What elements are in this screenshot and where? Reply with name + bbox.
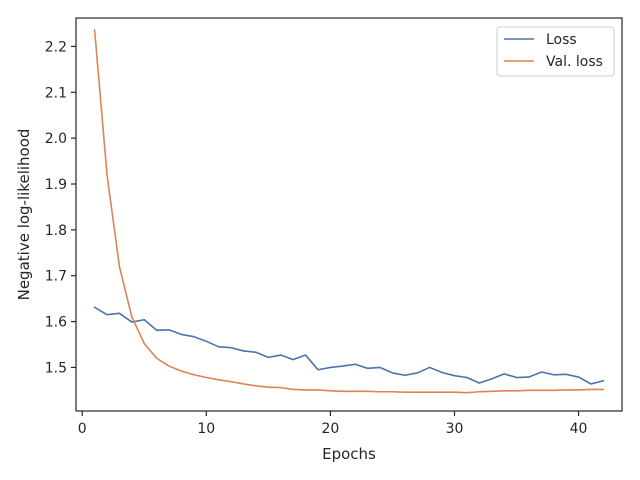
x-axis-label: Epochs [322,445,376,463]
x-tick-label: 40 [570,421,588,437]
plot-background [76,18,622,411]
x-tick-label: 0 [78,421,87,437]
y-tick-label: 2.1 [45,85,67,101]
y-tick-label: 1.9 [45,177,67,193]
y-tick-label: 2.2 [45,39,67,55]
y-tick-label: 1.7 [45,269,67,285]
x-axis-ticks: 0 10 20 30 40 [78,411,588,437]
x-tick-label: 10 [197,421,215,437]
series-line-loss [93,306,605,385]
y-tick-label: 1.6 [45,315,67,331]
y-axis-ticks: 1.5 1.6 1.7 1.8 1.9 2.0 2.1 2.2 [45,39,76,376]
x-tick-label: 20 [321,421,339,437]
y-tick-label: 1.8 [45,223,67,239]
legend: Loss Val. loss [496,26,615,77]
y-tick-label: 1.5 [45,360,67,376]
legend-label-loss: Loss [546,32,577,48]
series-line-val-loss [93,29,605,394]
y-tick-label: 2.0 [45,131,67,147]
legend-label-val-loss: Val. loss [546,54,603,70]
y-axis-label: Negative log-likelihood [15,129,33,301]
plot-frame [75,17,623,412]
series-layer [93,29,605,394]
x-tick-label: 30 [446,421,464,437]
